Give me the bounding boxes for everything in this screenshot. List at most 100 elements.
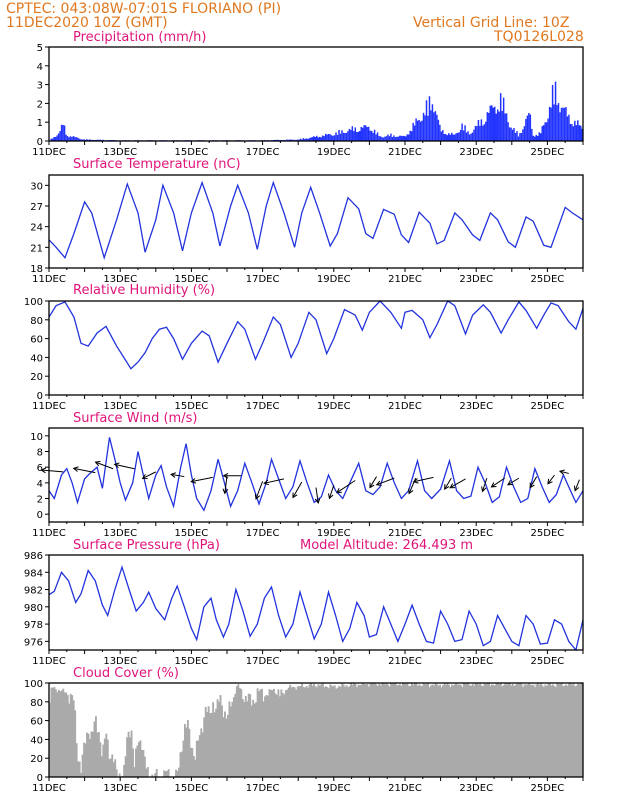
cloud-bar [446, 683, 449, 777]
cloud-bar [523, 684, 526, 777]
cloud-bar [428, 687, 431, 777]
precip-bar [409, 130, 411, 141]
cloud-bar [571, 684, 574, 777]
cloud-bar [430, 685, 433, 777]
cloud-bar [308, 684, 311, 777]
cloud-bar [450, 684, 453, 777]
cloud-bar [342, 684, 345, 777]
precip-bar [327, 133, 330, 141]
cloud-bar [496, 683, 499, 777]
y-tick-label: 4 [37, 479, 43, 490]
cloud-bar [280, 689, 283, 777]
wind-arrow [444, 477, 452, 490]
cloud-bar [416, 685, 419, 777]
cloud-bar [387, 684, 390, 777]
cloud-bar [167, 769, 170, 777]
precip-bar [575, 125, 578, 141]
precip-bar [350, 129, 352, 141]
cloud-bar [434, 683, 437, 777]
wind-arrow-head [222, 472, 229, 479]
x-tick-label: 21DEC [388, 783, 422, 794]
precip-bar [394, 137, 397, 141]
cloud-bar [341, 683, 344, 777]
cloud-bar [397, 684, 400, 777]
cloud-bar [440, 687, 443, 777]
precip-bar [341, 130, 343, 141]
precip-bar [57, 133, 60, 141]
x-tick-label: 23DEC [459, 274, 493, 285]
cloud-bar [538, 684, 541, 777]
precip-bar [569, 123, 572, 141]
precip-bar [304, 138, 306, 141]
precip-bar [299, 138, 302, 141]
precip-bar [63, 125, 66, 141]
cloud-bar [458, 684, 461, 777]
y-tick-label: 40 [30, 735, 43, 746]
y-tick-label: 80 [30, 698, 43, 709]
wind-arrow [559, 470, 569, 474]
x-tick-label: 11DEC [32, 401, 66, 412]
cloud-bar [249, 694, 252, 777]
cloud-bar [424, 683, 427, 777]
y-tick-label: 1 [37, 118, 43, 129]
cloud-bar [225, 718, 228, 777]
panel-cloud: Cloud Cover (%) 0 20 40 60 80 100 11DEC 13DEC 15D… [24, 666, 584, 794]
cloud-bar [59, 691, 62, 777]
cloud-bar [486, 683, 489, 777]
precip-bar [302, 138, 305, 141]
cloud-bar [517, 683, 520, 777]
x-tick-label: 21DEC [388, 401, 422, 412]
wind-arrow [41, 469, 64, 473]
precip-bar [465, 132, 468, 141]
cloud-bar [373, 683, 376, 777]
precip-bar [449, 134, 451, 141]
precip-bar [391, 136, 394, 141]
precip-bar [418, 119, 420, 141]
y-tick-label: 10 [30, 432, 43, 443]
panel-rh: Relative Humidity (%) 0 20 40 60 80 100 11DEC 13… [24, 283, 584, 412]
cloud-bar [483, 683, 486, 777]
precip-bar [430, 110, 432, 141]
precip-bar [563, 107, 566, 141]
cloud-bar [123, 764, 126, 777]
cloud-bar [384, 684, 387, 777]
cloud-bar [525, 684, 528, 777]
precip-bar [488, 112, 490, 141]
x-tick-label: 25DEC [531, 528, 565, 539]
precip-bar [464, 125, 466, 141]
precip-bar [89, 139, 91, 141]
cloud-bar [317, 684, 320, 777]
precip-bar [474, 125, 477, 141]
precip-bar [60, 124, 63, 141]
panel-pres: Surface Pressure (hPa) Model Altitude: 26… [24, 538, 584, 667]
panel-title-temp: Surface Temperature (nC) [73, 157, 241, 172]
cloud-bar [443, 683, 446, 777]
cloud-bar [238, 688, 241, 777]
cloud-bar [369, 683, 372, 777]
precip-bar [428, 96, 431, 141]
precip-bar [467, 131, 469, 141]
precip-bar [318, 136, 321, 141]
cloud-bar [222, 717, 225, 777]
precip-bar [323, 136, 325, 141]
precip-bar [545, 122, 548, 141]
precip-bar [370, 130, 373, 141]
precip-bar [332, 135, 334, 141]
precip-bar [501, 111, 503, 141]
cloud-bar [479, 683, 482, 777]
precip-bar [445, 134, 447, 141]
precip-bar [342, 132, 345, 141]
precip-bar [504, 113, 506, 141]
cloud-bar [216, 699, 219, 777]
precip-bar [499, 93, 502, 141]
precip-bar [496, 109, 499, 141]
wind-arrow-head [412, 478, 419, 484]
cloud-bar [321, 683, 324, 777]
cloud-bar [244, 695, 247, 777]
cloud-bar [335, 688, 338, 777]
precip-bar [324, 133, 327, 141]
precip-bar [479, 125, 481, 141]
cloud-bar [271, 690, 274, 777]
wind-arrow-head [141, 474, 148, 480]
cloud-bar [354, 683, 357, 777]
